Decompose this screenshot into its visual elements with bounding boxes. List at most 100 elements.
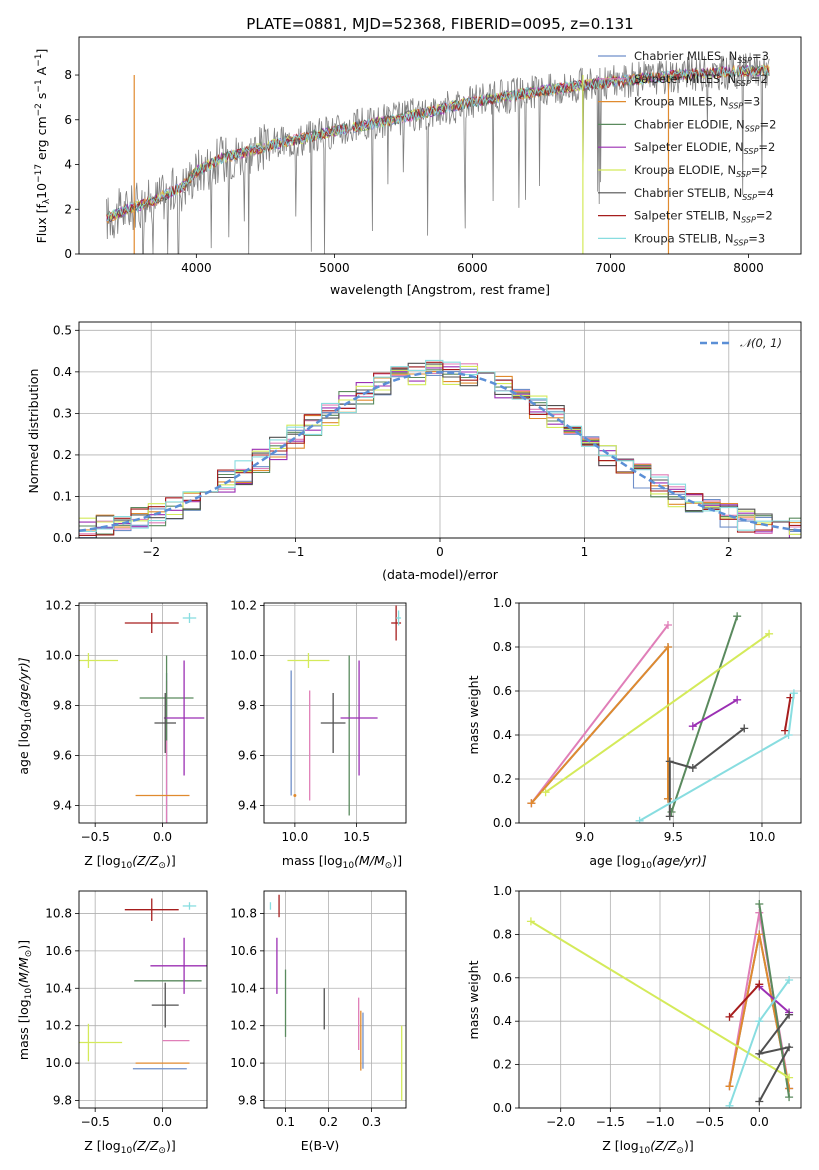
plus-marker	[785, 975, 794, 984]
y-tick-label: 10.8	[230, 906, 257, 920]
x-tick-label: −0.5	[81, 1115, 110, 1129]
x-tick-label: 0.0	[153, 1115, 172, 1129]
y-tick-label: 9.8	[53, 699, 72, 713]
x-tick-label: 9.0	[575, 830, 594, 844]
y-tick-label: 10.0	[230, 649, 257, 663]
y-tick-label: 2	[64, 202, 72, 216]
spectrum-ylabel: Flux [fλ10−17 erg cm−2 s−1 A−1]	[34, 49, 52, 244]
legend-label: Kroupa STELIB, NSSP=3	[634, 231, 765, 247]
plus-marker	[541, 788, 550, 797]
plus-marker	[755, 980, 764, 989]
x-tick-label: −1.5	[596, 1115, 625, 1129]
plus-marker	[725, 1101, 734, 1108]
legend-label: Chabrier MILES, NSSP=3	[634, 49, 769, 65]
massZ-xlabel: Z [log10(Z/Z⊙)]	[84, 1138, 175, 1156]
axes-frame	[78, 321, 802, 539]
wZ-ylabel: mass weight	[466, 960, 481, 1039]
legend-label: Salpeter ELODIE, NSSP=2	[634, 140, 775, 156]
y-tick-label: 10.2	[230, 599, 257, 613]
weight-series-line	[670, 615, 739, 813]
plus-marker	[789, 689, 798, 698]
x-tick-label: 0.2	[319, 1115, 338, 1129]
y-tick-label: 9.6	[238, 749, 257, 763]
point-marker	[293, 794, 297, 797]
y-tick-label: 0.5	[53, 323, 72, 337]
ageM-xlabel: mass [log10(M/M⊙)]	[282, 853, 402, 871]
y-tick-label: 10.6	[45, 944, 72, 958]
y-tick-label: 9.8	[53, 1094, 72, 1108]
residual-steps	[79, 359, 801, 538]
residuals-ylabel: Normed distribution	[26, 369, 41, 494]
weight-lines	[526, 900, 794, 1108]
x-tick-label: −2.0	[546, 1115, 575, 1129]
y-tick-label: 0.6	[493, 684, 512, 698]
x-tick-label: 4000	[181, 261, 212, 275]
errorbar-points	[79, 898, 207, 1070]
massE-xlabel: E(B-V)	[301, 1138, 340, 1153]
model-spectrum-line	[106, 64, 770, 221]
x-tick-label: 9.5	[664, 830, 683, 844]
plus-marker	[663, 621, 672, 629]
plus-marker	[784, 731, 793, 739]
x-tick-label: −0.5	[695, 1115, 724, 1129]
plus-marker	[755, 900, 764, 909]
weight-vs-metallicity-panel: −2.0 −1.5 −1.0 −0.5 0.0 0.0 0.2 0.4 0.6 0.8 1.0	[493, 884, 802, 1129]
plus-marker	[755, 1049, 764, 1058]
x-tick-label: −0.5	[81, 830, 110, 844]
y-tick-label: 0.4	[493, 728, 512, 742]
x-tick-label: 7000	[595, 261, 626, 275]
weight-lines	[527, 612, 798, 823]
plus-marker	[755, 930, 764, 939]
plus-marker	[785, 1010, 794, 1019]
legend-label: Chabrier ELODIE, NSSP=2	[634, 117, 776, 133]
plus-marker	[527, 799, 536, 808]
y-tick-label: 0.8	[493, 927, 512, 941]
age-vs-metallicity-panel: −0.5 0.0 9.4 9.6 9.8 10.0 10.2	[45, 599, 208, 844]
mass-vs-extinction-panel: 0.1 0.2 0.3 9.8 10.0 10.2 10.4 10.6 10.8	[230, 890, 407, 1129]
weight-vs-age-panel: 9.0 9.5 10.0 0.0 0.2 0.4 0.6 0.8 1.0	[493, 596, 802, 844]
y-tick-label: 9.8	[238, 699, 257, 713]
plus-marker	[755, 1017, 764, 1026]
y-tick-label: 10.2	[45, 1019, 72, 1033]
y-tick-label: 10.6	[230, 944, 257, 958]
weight-series-line	[530, 920, 790, 1079]
legend-label: Kroupa MILES, NSSP=3	[634, 95, 760, 111]
y-tick-label: 6	[64, 113, 72, 127]
plus-marker	[725, 1082, 734, 1091]
plus-marker	[755, 1097, 764, 1106]
plus-marker	[665, 812, 674, 821]
spectrum-lines	[106, 52, 770, 254]
x-tick-label: 0	[436, 545, 444, 559]
weight-series-line	[756, 1014, 792, 1102]
y-tick-label: 0.0	[493, 816, 512, 830]
axes-frame	[78, 602, 208, 824]
residuals-xlabel: (data-model)/error	[382, 567, 499, 582]
axes-frame	[263, 602, 407, 824]
y-tick-label: 10.0	[45, 649, 72, 663]
ageZ-ylabel: age [log10(age/yr)]	[16, 657, 34, 774]
x-tick-label: 5000	[319, 261, 350, 275]
residuals-panel: −2 −1 0 1 2 0.0 0.1 0.2 0.3 0.4 0.5	[53, 321, 802, 559]
x-tick-label: 2	[725, 545, 733, 559]
y-tick-label: 0.2	[53, 448, 72, 462]
plus-marker	[688, 722, 697, 731]
y-tick-label: 1.0	[493, 884, 512, 898]
y-tick-label: 10.4	[230, 981, 257, 995]
x-tick-label: −1.0	[645, 1115, 674, 1129]
axes-frame	[78, 36, 802, 255]
spectrum-title: PLATE=0881, MJD=52368, FIBERID=0095, z=0…	[246, 15, 633, 33]
plus-marker	[526, 917, 535, 926]
plus-marker	[733, 612, 742, 621]
spectrum-panel: 4000 5000 6000 7000 8000 0 2 4 6 8	[64, 36, 802, 275]
x-tick-label: 10.0	[749, 830, 776, 844]
axes-frame	[263, 890, 407, 1109]
plus-marker	[663, 643, 672, 651]
legend-label: Kroupa ELODIE, NSSP=2	[634, 163, 768, 179]
plus-marker	[785, 1043, 794, 1052]
gaussian-curve	[79, 371, 801, 532]
plus-marker	[665, 757, 674, 766]
x-tick-label: 0.1	[276, 1115, 295, 1129]
wAge-xlabel: age [log10(age/yr)]	[589, 853, 706, 871]
y-tick-label: 10.8	[45, 906, 72, 920]
